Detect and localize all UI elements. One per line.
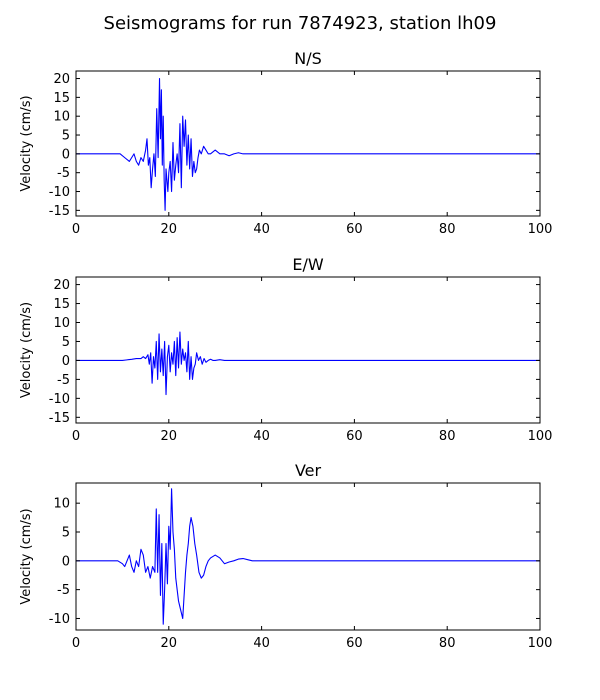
y-tick-label-ver: -10 bbox=[49, 612, 70, 627]
x-tick-label-ver: 40 bbox=[253, 636, 270, 651]
x-tick-label-ns: 60 bbox=[346, 222, 363, 237]
x-tick-label-ver: 100 bbox=[528, 636, 553, 651]
y-axis-label-ew: Velocity (cm/s) bbox=[19, 302, 34, 398]
y-axis-label-ns: Velocity (cm/s) bbox=[19, 95, 34, 191]
y-tick-label-ns: 10 bbox=[53, 110, 70, 125]
x-tick-label-ns: 80 bbox=[439, 222, 456, 237]
x-tick-label-ew: 80 bbox=[439, 429, 456, 444]
x-tick-label-ns: 100 bbox=[528, 222, 553, 237]
y-tick-label-ew: -10 bbox=[49, 392, 70, 407]
y-tick-label-ew: -15 bbox=[49, 411, 70, 426]
x-tick-label-ew: 40 bbox=[253, 429, 270, 444]
y-tick-label-ns: 20 bbox=[53, 72, 70, 87]
x-tick-label-ns: 0 bbox=[72, 222, 80, 237]
axes-frame-ns bbox=[75, 70, 541, 217]
x-tick-label-ver: 60 bbox=[346, 636, 363, 651]
y-tick-label-ew: -5 bbox=[57, 373, 70, 388]
panel-title-ver: Ver bbox=[295, 461, 322, 480]
y-axis-label-ver: Velocity (cm/s) bbox=[19, 508, 34, 604]
panel-ver: Ver 0 20 40 60 80 100 -10 -5 0 5 10 Velocity (cm/s) bbox=[19, 461, 552, 651]
y-tick-label-ew: 20 bbox=[53, 278, 70, 293]
y-tick-label-ver: 5 bbox=[62, 526, 70, 541]
y-tick-label-ew: 15 bbox=[53, 297, 70, 312]
x-tick-label-ew: 0 bbox=[72, 429, 80, 444]
series-line-ew-0 bbox=[76, 331, 540, 396]
x-tick-label-ver: 80 bbox=[439, 636, 456, 651]
figure-title: Seismograms for run 7874923, station lh0… bbox=[104, 13, 497, 34]
y-tick-label-ver: -5 bbox=[57, 583, 70, 598]
y-tick-label-ns: -10 bbox=[49, 185, 70, 200]
y-tick-label-ns: -5 bbox=[57, 166, 70, 181]
panel-ns: N/S 0 20 40 60 80 100 -15 -10 -5 0 5 10 15 20 Velocity … bbox=[19, 49, 552, 237]
y-tick-label-ns: 5 bbox=[62, 129, 70, 144]
x-tick-label-ew: 60 bbox=[346, 429, 363, 444]
y-tick-label-ns: -15 bbox=[49, 204, 70, 219]
y-tick-label-ns: 0 bbox=[62, 147, 70, 162]
series-line-ns-0 bbox=[76, 77, 540, 211]
y-tick-label-ew: 0 bbox=[62, 354, 70, 369]
x-tick-label-ew: 100 bbox=[528, 429, 553, 444]
x-tick-label-ns: 20 bbox=[161, 222, 178, 237]
x-tick-label-ver: 0 bbox=[72, 636, 80, 651]
panel-title-ns: N/S bbox=[294, 49, 322, 68]
panel-title-ew: E/W bbox=[292, 255, 324, 274]
series-line-ver-0 bbox=[76, 488, 540, 625]
y-tick-label-ew: 10 bbox=[53, 316, 70, 331]
y-tick-label-ew: 5 bbox=[62, 335, 70, 350]
x-tick-label-ew: 20 bbox=[161, 429, 178, 444]
y-tick-label-ver: 10 bbox=[53, 497, 70, 512]
x-tick-label-ns: 40 bbox=[253, 222, 270, 237]
panels: N/S0 20 40 60 80 100-15-10-505101520Velocity … bbox=[19, 49, 552, 651]
y-tick-label-ver: 0 bbox=[62, 554, 70, 569]
y-tick-label-ns: 15 bbox=[53, 91, 70, 106]
x-tick-label-ver: 20 bbox=[161, 636, 178, 651]
axes-frame-ver bbox=[75, 482, 541, 631]
panel-ew: E/W 0 20 40 60 80 100 -15 -10 -5 0 5 10 15 20 Velocity … bbox=[19, 255, 552, 444]
axes-frame-ew bbox=[75, 276, 541, 424]
